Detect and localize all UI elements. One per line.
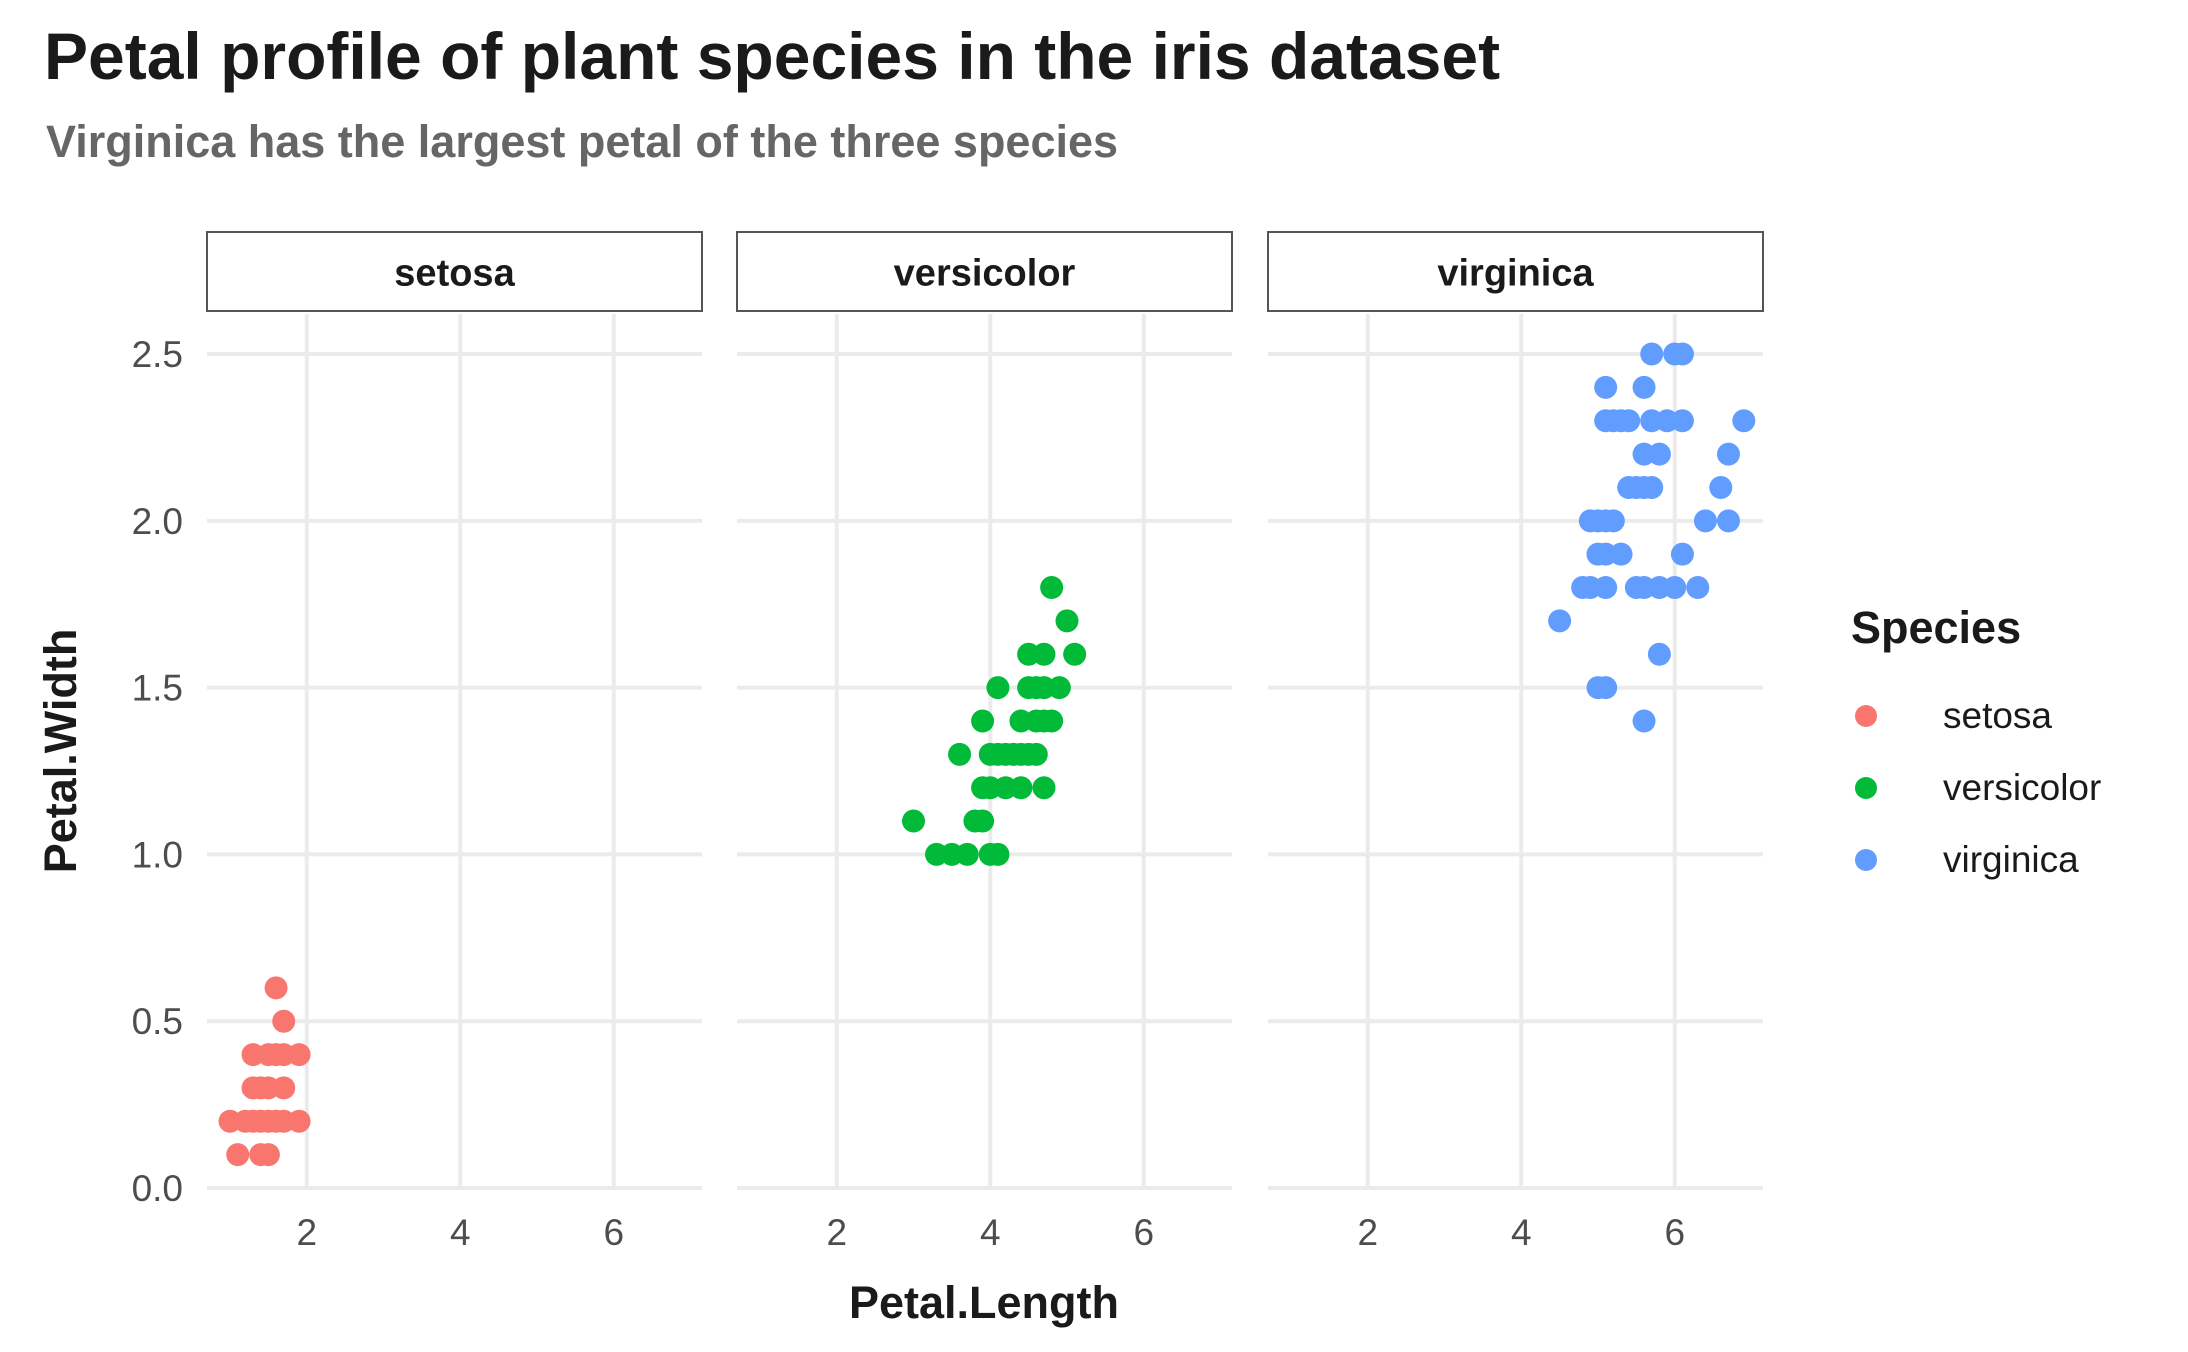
legend-swatch-virginica <box>1855 849 1877 871</box>
y-tick-label-3: 1.5 <box>132 668 183 709</box>
x-tick-label-virginica-0: 2 <box>1357 1212 1378 1253</box>
data-point-virginica-2 <box>1594 676 1617 699</box>
legend-item-virginica: virginica <box>1851 835 2079 885</box>
data-point-setosa-20 <box>272 1010 295 1033</box>
data-point-versicolor-5 <box>986 843 1009 866</box>
x-tick-label-setosa-1: 4 <box>450 1212 471 1253</box>
data-point-versicolor-8 <box>948 743 971 766</box>
x-tick-label-setosa-0: 2 <box>296 1212 317 1253</box>
data-point-virginica-22 <box>1717 509 1740 532</box>
data-point-virginica-3 <box>1633 709 1656 732</box>
data-point-virginica-34 <box>1617 409 1640 432</box>
x-tick-label-versicolor-0: 2 <box>826 1212 847 1253</box>
data-point-setosa-21 <box>265 976 288 999</box>
x-tick-label-versicolor-1: 4 <box>980 1212 1001 1253</box>
data-point-virginica-37 <box>1671 409 1694 432</box>
data-point-versicolor-34 <box>1056 609 1079 632</box>
y-tick-label-1: 0.5 <box>132 1001 183 1042</box>
data-point-versicolor-33 <box>1063 643 1086 666</box>
data-point-setosa-0 <box>226 1143 249 1166</box>
legend-swatch-versicolor <box>1855 777 1877 799</box>
data-point-virginica-12 <box>1686 576 1709 599</box>
data-point-virginica-30 <box>1717 443 1740 466</box>
data-point-virginica-29 <box>1648 443 1671 466</box>
data-point-virginica-11 <box>1663 576 1686 599</box>
data-point-virginica-16 <box>1671 543 1694 566</box>
data-point-versicolor-30 <box>1048 676 1071 699</box>
data-point-virginica-40 <box>1633 376 1656 399</box>
y-tick-label-5: 2.5 <box>132 334 183 375</box>
legend-label-setosa: setosa <box>1943 695 2052 737</box>
y-tick-label-2: 1.0 <box>132 834 183 875</box>
data-point-setosa-14 <box>272 1076 295 1099</box>
legend-title: Species <box>1851 602 2021 654</box>
x-tick-label-virginica-2: 6 <box>1664 1212 1685 1253</box>
legend-label-versicolor: versicolor <box>1943 767 2101 809</box>
data-point-versicolor-13 <box>1032 776 1055 799</box>
legend-item-versicolor: versicolor <box>1851 763 2101 813</box>
data-point-virginica-43 <box>1671 343 1694 366</box>
x-tick-label-versicolor-2: 6 <box>1133 1212 1154 1253</box>
legend-swatch-setosa <box>1855 705 1877 727</box>
data-point-versicolor-26 <box>1040 709 1063 732</box>
x-axis-title: Petal.Length <box>849 1277 1119 1328</box>
data-point-virginica-15 <box>1610 543 1633 566</box>
data-point-virginica-4 <box>1648 643 1671 666</box>
data-point-virginica-7 <box>1594 576 1617 599</box>
x-tick-label-setosa-2: 6 <box>603 1212 624 1253</box>
data-point-versicolor-3 <box>956 843 979 866</box>
x-tick-label-virginica-1: 4 <box>1511 1212 1532 1253</box>
facet-label-virginica: virginica <box>1437 253 1594 295</box>
data-point-virginica-27 <box>1709 476 1732 499</box>
data-point-virginica-0 <box>1548 609 1571 632</box>
legend-label-virginica: virginica <box>1943 839 2079 881</box>
data-point-versicolor-21 <box>1025 743 1048 766</box>
data-point-versicolor-14 <box>971 709 994 732</box>
data-point-virginica-26 <box>1640 476 1663 499</box>
data-point-virginica-38 <box>1732 409 1755 432</box>
data-point-versicolor-7 <box>971 810 994 833</box>
data-point-setosa-19 <box>288 1043 311 1066</box>
data-point-virginica-21 <box>1694 509 1717 532</box>
data-point-virginica-39 <box>1594 376 1617 399</box>
y-tick-label-0: 0.0 <box>132 1168 183 1209</box>
data-point-setosa-2 <box>257 1143 280 1166</box>
data-point-virginica-41 <box>1640 343 1663 366</box>
data-point-versicolor-32 <box>1032 643 1055 666</box>
data-point-versicolor-35 <box>1040 576 1063 599</box>
data-point-versicolor-12 <box>1009 776 1032 799</box>
data-point-virginica-20 <box>1602 509 1625 532</box>
legend-item-setosa: setosa <box>1851 691 2052 741</box>
y-axis-title: Petal.Width <box>35 629 86 874</box>
data-point-versicolor-22 <box>986 676 1009 699</box>
data-point-setosa-10 <box>288 1110 311 1133</box>
data-point-versicolor-0 <box>902 810 925 833</box>
facet-label-versicolor: versicolor <box>894 253 1076 295</box>
facet-label-setosa: setosa <box>394 253 515 295</box>
y-tick-label-4: 2.0 <box>132 501 183 542</box>
